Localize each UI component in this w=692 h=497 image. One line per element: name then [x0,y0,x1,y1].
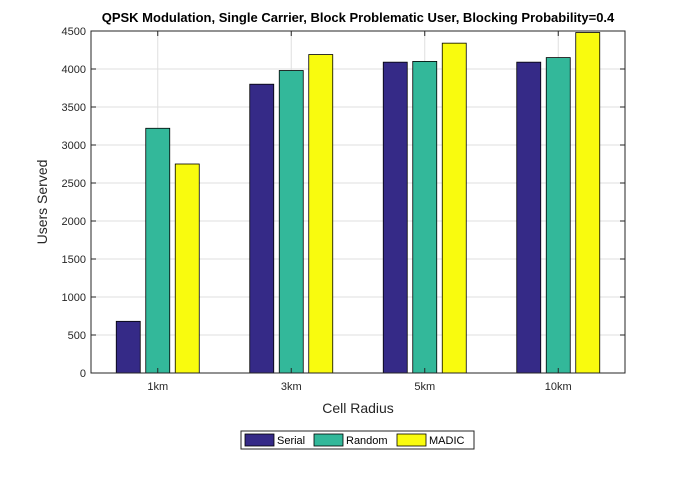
y-tick-label: 4500 [62,26,86,38]
bars-group [115,32,601,374]
x-tick-label: 3km [281,381,302,393]
x-axis-ticks: 1km 3km 5km 10km [147,31,572,393]
legend-label-random: Random [346,435,388,447]
bar-random-10km [545,57,571,374]
y-tick-label: 3000 [62,140,86,152]
y-tick-label: 3500 [62,102,86,114]
y-tick-label: 4000 [62,64,86,76]
legend-swatch-madic [396,433,427,447]
bar-random-5km [412,61,438,374]
bar-madic-10km [575,32,601,374]
bar-serial-3km [249,83,275,374]
bar-serial-5km [382,61,408,374]
legend-swatch-serial [244,433,275,447]
plot-background [91,31,625,373]
legend-label-serial: Serial [277,435,305,447]
y-tick-label: 500 [68,330,86,342]
plot-frame [90,30,626,374]
legend-label-madic: MADIC [429,435,465,447]
x-tick-label: 1km [147,381,168,393]
bar-random-3km [278,70,304,374]
bar-serial-1km [115,320,141,374]
y-tick-label: 1500 [62,254,86,266]
y-tick-label: 0 [80,368,86,380]
y-tick-label: 1000 [62,292,86,304]
bar-madic-1km [174,163,200,374]
y-axis-ticks: 0 500 1000 1500 2000 2500 3000 3500 4000 4500 [62,26,625,380]
legend: Serial Random MADIC [240,430,475,450]
bar-madic-5km [441,42,467,374]
y-axis-label: Users Served [34,160,50,245]
legend-swatch-random [313,433,344,447]
x-tick-label: 10km [545,381,572,393]
bar-random-1km [145,127,171,374]
bar-madic-3km [308,54,334,374]
y-tick-label: 2000 [62,216,86,228]
chart-title: QPSK Modulation, Single Carrier, Block P… [102,10,615,25]
x-tick-label: 5km [414,381,435,393]
x-axis-label: Cell Radius [322,400,394,416]
y-tick-label: 2500 [62,178,86,190]
bar-serial-10km [516,61,542,374]
